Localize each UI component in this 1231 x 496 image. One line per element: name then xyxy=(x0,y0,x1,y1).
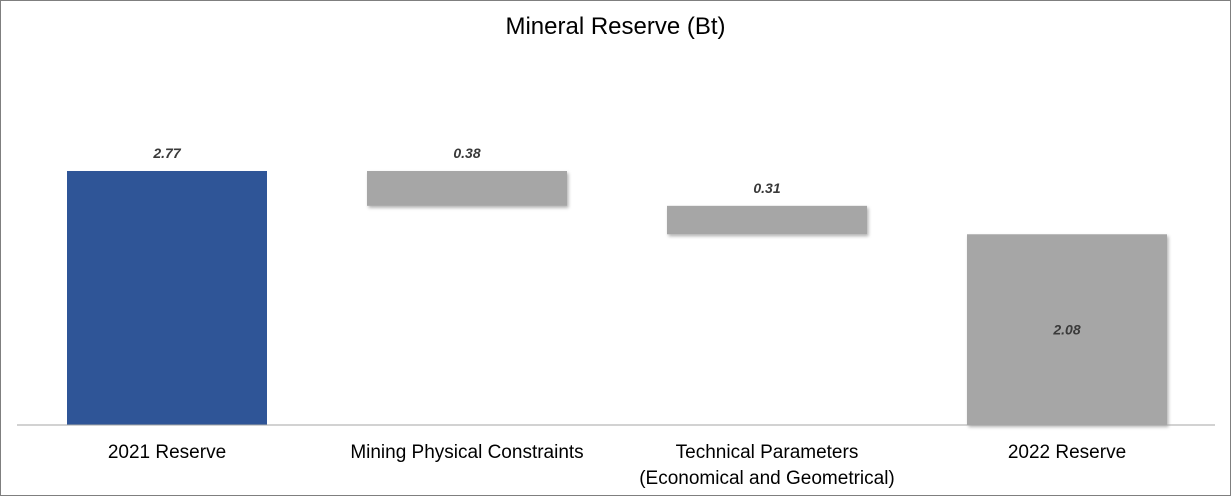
category-label-3-line-1: Technical Parameters xyxy=(676,442,859,463)
data-label-3: 0.31 xyxy=(753,180,780,196)
bar-1 xyxy=(67,170,267,425)
category-label-4: 2022 Reserve xyxy=(1008,442,1126,463)
category-label-1: 2021 Reserve xyxy=(108,442,226,463)
data-label-1: 2.77 xyxy=(152,145,181,161)
category-labels-layer: 2021 Reserve Mining Physical Constraints T… xyxy=(108,442,1126,489)
bars-layer xyxy=(67,170,1167,425)
category-label-2: Mining Physical Constraints xyxy=(350,442,583,463)
category-label-3-line-2: (Economical and Geometrical) xyxy=(639,468,895,489)
bar-2 xyxy=(367,170,567,206)
data-label-2: 0.38 xyxy=(453,145,480,161)
data-labels-layer: 2.77 0.38 0.31 2.08 xyxy=(152,145,1080,338)
chart-title: Mineral Reserve (Bt) xyxy=(505,13,726,40)
bar-4 xyxy=(967,234,1167,425)
data-label-4: 2.08 xyxy=(1052,322,1080,338)
bar-3 xyxy=(667,205,867,235)
